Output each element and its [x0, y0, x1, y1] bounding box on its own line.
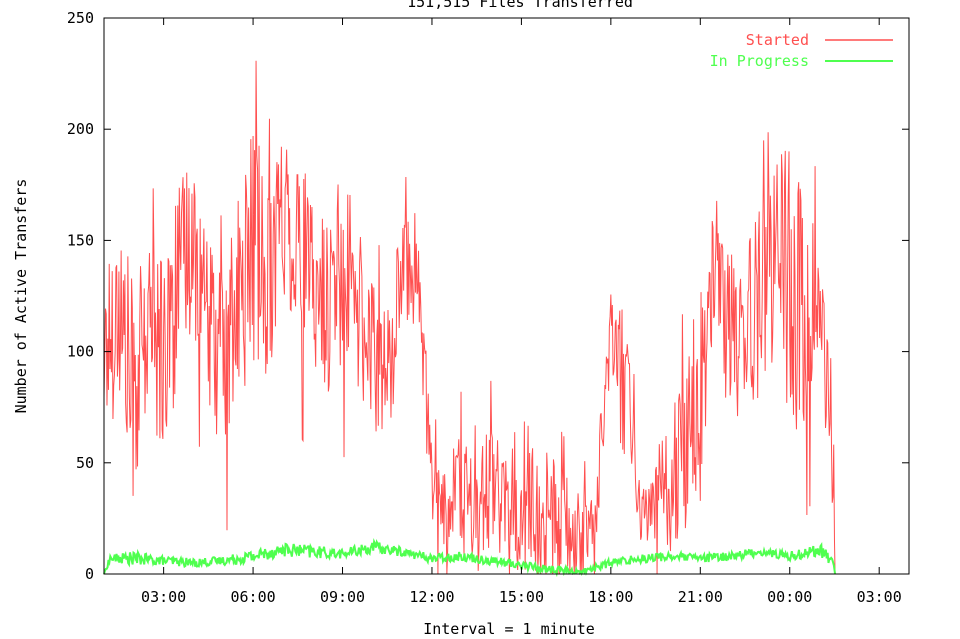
y-tick-label: 250: [67, 9, 94, 27]
legend-label: Started: [746, 31, 809, 49]
plot-frame: [103, 17, 910, 575]
y-tick-label: 50: [76, 454, 94, 472]
x-tick-label: 18:00: [588, 588, 633, 606]
y-tick-label: 150: [67, 231, 94, 249]
x-tick-label: 15:00: [499, 588, 544, 606]
series-line-started: [103, 60, 836, 575]
y-axis-title: Number of Active Transfers: [12, 179, 30, 414]
x-tick-label: 00:00: [767, 588, 812, 606]
x-tick-label: 03:00: [857, 588, 902, 606]
x-tick-label: 21:00: [678, 588, 723, 606]
y-axis: 0 50 100 150 200 250: [67, 9, 909, 583]
x-axis: 03:00 06:00 09:00 12:00 15:00 18:00 21:00 00:00…: [141, 18, 902, 606]
x-tick-label: 09:00: [320, 588, 365, 606]
x-tick-label: 06:00: [230, 588, 275, 606]
x-tick-label: 12:00: [409, 588, 454, 606]
series-line-in-progress: [103, 538, 837, 578]
y-tick-label: 100: [67, 343, 94, 361]
legend-label: In Progress: [710, 52, 809, 70]
y-tick-label: 0: [85, 565, 94, 583]
x-tick-label: 03:00: [141, 588, 186, 606]
series-layer: [103, 60, 837, 578]
y-tick-label: 200: [67, 120, 94, 138]
chart-title: 151,515 Files Transferred: [407, 0, 633, 11]
legend: Started In Progress: [710, 31, 893, 70]
x-axis-title: Interval = 1 minute: [423, 620, 595, 638]
